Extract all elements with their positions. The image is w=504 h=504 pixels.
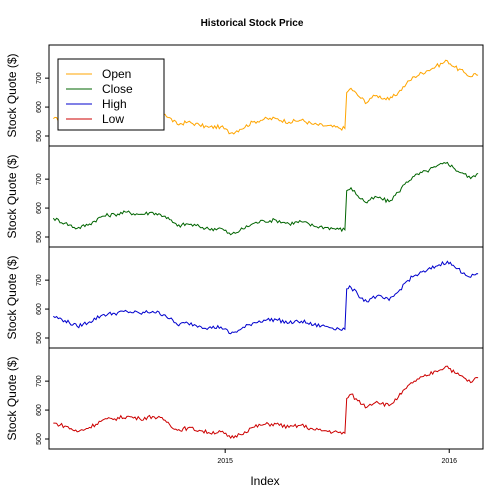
- y-tick-label: 600: [36, 101, 43, 113]
- series-line-low: [53, 366, 478, 438]
- panel-high: 500 600 700 Stock Quote ($): [5, 247, 483, 348]
- y-tick-label: 500: [36, 332, 43, 344]
- y-axis-label: Stock Quote ($): [5, 53, 19, 137]
- y-tick-label: 600: [36, 202, 43, 214]
- y-axis-label: Stock Quote ($): [5, 255, 19, 339]
- legend-label-close: Close: [102, 82, 133, 96]
- y-tick-label: 600: [36, 404, 43, 416]
- chart-title: Historical Stock Price: [201, 18, 304, 29]
- y-tick-label: 500: [36, 231, 43, 243]
- panel-low: 500 600 700 Stock Quote ($): [5, 348, 483, 449]
- y-axis-label: Stock Quote ($): [5, 154, 19, 238]
- y-tick-label: 600: [36, 303, 43, 315]
- legend-label-high: High: [102, 97, 127, 111]
- legend-label-low: Low: [102, 112, 124, 126]
- x-tick-label: 2015: [217, 458, 233, 465]
- panel-close: 500 600 700 Stock Quote ($): [5, 146, 483, 247]
- legend-label-open: Open: [102, 67, 131, 81]
- y-tick-label: 500: [36, 130, 43, 142]
- x-axis: 2015 2016: [217, 449, 457, 465]
- x-tick-label: 2016: [441, 458, 457, 465]
- panel-frame: [49, 348, 483, 449]
- panel-frame: [49, 247, 483, 348]
- y-tick-label: 700: [36, 173, 43, 185]
- y-tick-label: 700: [36, 72, 43, 84]
- series-line-close: [53, 162, 478, 234]
- series-line-high: [53, 261, 478, 333]
- x-axis-label: Index: [250, 474, 279, 488]
- y-tick-label: 700: [36, 274, 43, 286]
- y-axis-label: Stock Quote ($): [5, 356, 19, 440]
- panel-frame: [49, 146, 483, 247]
- y-tick-label: 700: [36, 375, 43, 387]
- y-tick-label: 500: [36, 433, 43, 445]
